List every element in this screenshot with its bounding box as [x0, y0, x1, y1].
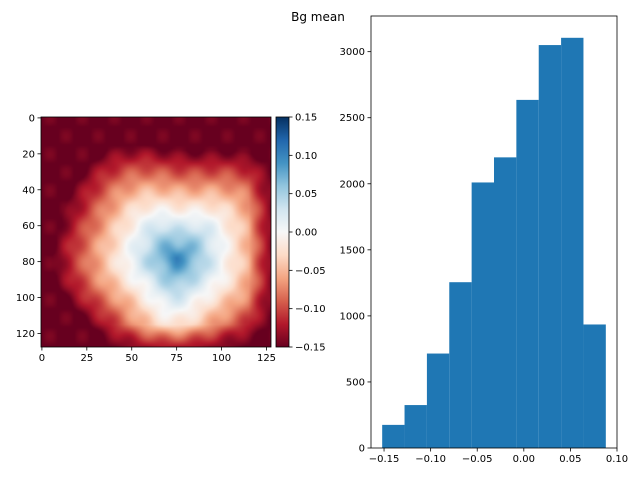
heatmap-x-tick-label: 0 — [39, 353, 45, 364]
histogram-y-tick-label: 500 — [346, 377, 365, 388]
histogram-y-tick-label: 2500 — [340, 113, 365, 124]
heatmap-y-tick-label: 100 — [16, 293, 35, 304]
heatmap-y-tick-label: 80 — [22, 257, 35, 268]
histogram-x-tick-label: −0.05 — [462, 454, 493, 465]
histogram-bar — [382, 424, 405, 448]
histogram-panel: −0.15 −0.10 −0.05 0.00 0.05 0.10 0 500 1000 1500… — [340, 15, 628, 465]
heatmap-x-tick-label: 125 — [257, 353, 276, 364]
histogram-x-tick-label: −0.10 — [415, 454, 446, 465]
figure-title: Bg mean — [291, 10, 345, 24]
heatmap-y-tick-label: 60 — [22, 221, 35, 232]
histogram-bar — [583, 324, 606, 448]
histogram-x-tick-label: −0.15 — [369, 454, 400, 465]
histogram-bar — [471, 182, 494, 448]
colorbar-axis: 0.15 0.10 0.05 0.00 −0.05 −0.10 −0.15 — [289, 113, 326, 354]
colorbar-panel: 0.15 0.10 0.05 0.00 −0.05 −0.10 −0.15 — [275, 113, 326, 354]
histogram-frame — [370, 15, 618, 449]
heatmap-image — [41, 117, 271, 347]
colorbar-tick-label: −0.05 — [295, 266, 326, 277]
histogram-bar — [404, 405, 427, 448]
heatmap-panel: 0 25 50 75 100 125 0 20 40 60 80 100 120 — [16, 113, 276, 364]
colorbar — [275, 116, 290, 348]
colorbar-tick-label: 0.05 — [295, 189, 317, 200]
histogram-x-tick-label: 0.00 — [513, 454, 535, 465]
histogram-bars — [382, 37, 606, 449]
colorbar-tick-label: 0.10 — [295, 151, 317, 162]
histogram-bar — [494, 157, 517, 449]
heatmap-y-axis: 0 20 40 60 80 100 120 — [16, 113, 41, 340]
heatmap-x-tick-label: 50 — [125, 353, 138, 364]
histogram-y-tick-label: 1500 — [340, 245, 365, 256]
histogram-bar — [561, 37, 584, 449]
heatmap-x-tick-label: 25 — [80, 353, 93, 364]
heatmap-y-tick-label: 120 — [16, 329, 35, 340]
colorbar-tick-label: −0.15 — [295, 343, 326, 354]
heatmap-frame — [40, 116, 272, 348]
histogram-bar — [516, 99, 539, 449]
heatmap-y-tick-label: 40 — [22, 185, 35, 196]
histogram-x-tick-label: 0.05 — [559, 454, 581, 465]
histogram-y-tick-label: 1000 — [340, 311, 365, 322]
histogram-bar — [538, 45, 562, 449]
histogram-y-tick-label: 3000 — [340, 47, 365, 58]
histogram-x-tick-label: 0.10 — [606, 454, 628, 465]
colorbar-tick-label: −0.10 — [295, 304, 326, 315]
histogram-y-tick-label: 2000 — [340, 179, 365, 190]
colorbar-tick-label: 0.15 — [295, 113, 317, 124]
histogram-y-axis: 0 500 1000 1500 2000 2500 3000 — [340, 47, 371, 455]
histogram-bar — [449, 282, 472, 448]
heatmap-y-tick-label: 20 — [22, 149, 35, 160]
heatmap-x-tick-label: 75 — [170, 353, 183, 364]
heatmap-x-tick-label: 100 — [212, 353, 231, 364]
histogram-x-axis: −0.15 −0.10 −0.05 0.00 0.05 0.10 — [369, 448, 628, 465]
heatmap-x-axis: 0 25 50 75 100 125 — [39, 347, 276, 364]
histogram-bar — [426, 353, 450, 448]
histogram-y-tick-label: 0 — [359, 444, 365, 455]
heatmap-y-tick-label: 0 — [29, 113, 35, 124]
colorbar-tick-label: 0.00 — [295, 228, 317, 239]
